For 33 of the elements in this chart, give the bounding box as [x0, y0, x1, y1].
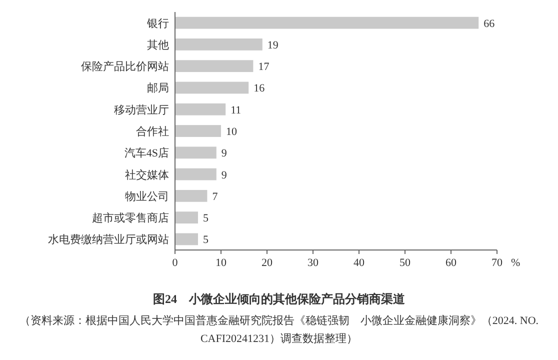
x-axis-title: %: [511, 257, 520, 269]
data-label: 16: [254, 82, 266, 95]
text: （资料来源：根据中国人民大学中国普惠金融研究院报告《稳链强韧 小微企业金融健康洞察》（2024. NO. CAFI20241231）调查数据整理）: [18, 314, 540, 347]
data-label: 19: [267, 39, 279, 52]
y-tick-label: 社交媒体: [125, 168, 169, 182]
data-label: 7: [212, 190, 218, 203]
y-tick-label: 保险产品比价网站: [81, 60, 169, 74]
y-tick-label: 邮局: [147, 82, 169, 95]
data-label: 9: [221, 148, 228, 160]
x-tick-label: 50: [400, 257, 411, 269]
text: 图24 小微企业倾向的其他保险产品分销商渠道: [152, 291, 406, 308]
x-tick-label: 10: [216, 257, 227, 269]
data-label: 66: [484, 18, 496, 30]
x-tick-label: 20: [262, 257, 273, 269]
data-label: 10: [226, 126, 238, 138]
y-tick-label: 物业公司: [125, 190, 169, 203]
x-tick-label: 30: [308, 257, 319, 269]
y-tick-label: 汽车4S店: [124, 146, 169, 160]
x-tick-label: 70: [492, 257, 503, 269]
y-tick-label: 超市或零售商店: [92, 212, 169, 225]
y-tick-label: 其他: [147, 38, 169, 52]
y-tick-label: 移动营业厅: [114, 103, 169, 116]
data-label: 9: [221, 169, 228, 182]
x-tick-label: 0: [172, 257, 178, 269]
data-label: 17: [258, 61, 270, 74]
data-label: 11: [230, 104, 242, 116]
x-tick-label: 40: [354, 257, 365, 269]
x-tick-label: 60: [446, 257, 457, 269]
y-tick-label: 合作社: [136, 125, 169, 138]
data-label: 5: [203, 212, 209, 225]
y-tick-label: 银行: [146, 18, 169, 30]
data-label: 5: [203, 234, 209, 246]
y-tick-label: 水电费缴纳营业厅或网站: [48, 233, 169, 246]
